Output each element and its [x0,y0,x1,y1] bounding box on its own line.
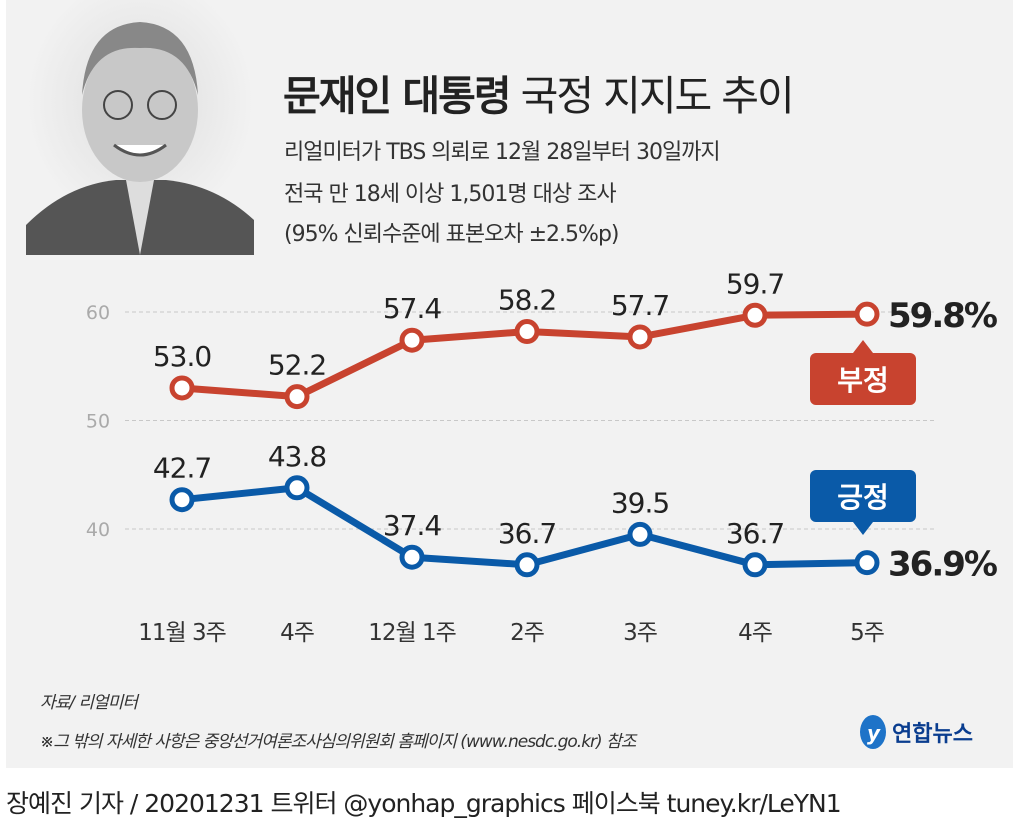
line-chart: 40 50 60 11월 3주 4주 12월 1주 2주 3주 4주 5주 53.0 52.2 57.4… [86,267,999,646]
chart-title: 문재인 대통령 국정 지지도 추이 [283,62,795,122]
x-tick-label: 12월 1주 [368,620,456,646]
legend-label: 부정 [837,364,889,397]
data-point [284,475,310,501]
data-point [169,487,195,513]
president-photo [26,0,254,255]
data-point [627,324,653,350]
data-label: 43.8 [268,440,326,473]
x-tick-label: 5주 [850,620,884,646]
data-label: 36.7 [726,517,784,550]
x-tick-label: 11월 3주 [138,620,226,646]
data-point [742,302,768,328]
credit-line: 장예진 기자 / 20201231 트위터 @yonhap_graphics 페… [6,789,842,818]
data-label: 52.2 [268,349,326,382]
x-tick-label: 4주 [738,620,772,646]
legend-label: 긍정 [837,481,889,514]
data-point [742,552,768,578]
data-label: 58.2 [498,284,556,317]
title-rest: 국정 지지도 추이 [509,72,795,120]
y-tick-label: 50 [86,411,110,433]
subtitle-1: 리얼미터가 TBS 의뢰로 12월 28일부터 30일까지 [284,140,721,165]
x-tick-label: 4주 [280,620,314,646]
data-point [854,550,880,576]
x-tick-label: 3주 [623,620,657,646]
note: ※그 밖의 자세한 사항은 중앙선거여론조사심의위원회 홈페이지 (www.ne… [40,732,636,752]
y-tick-label: 60 [86,302,110,324]
source: 자료/ 리얼미터 [40,693,138,713]
data-point [284,384,310,410]
subtitle-2: 전국 만 18세 이상 1,501명 대상 조사 [284,182,617,207]
legend-badge [810,353,916,405]
yonhap-logo-icon: y [860,715,886,749]
data-point [514,319,540,345]
data-label: 36.7 [498,517,556,550]
x-tick-label: 2주 [510,620,544,646]
data-label: 57.7 [611,289,669,322]
badge-pointer [853,522,873,535]
data-label: 59.7 [726,267,784,300]
svg-text:y: y [867,721,881,745]
data-point [399,544,425,570]
logo-text: 연합뉴스 [892,722,973,747]
data-point [627,521,653,547]
data-point [854,301,880,327]
data-point [169,375,195,401]
data-point [514,552,540,578]
data-label: 53.0 [153,340,211,373]
title-bold: 문재인 대통령 [283,72,512,120]
data-label: 39.5 [611,486,669,519]
y-tick-label: 40 [86,519,110,541]
data-label: 57.4 [383,292,442,325]
data-point [399,327,425,353]
yonhap-logo: y 연합뉴스 [858,714,973,750]
data-label: 42.7 [153,452,211,485]
subtitle-3: (95% 신뢰수준에 표본오차 ±2.5%p) [284,222,619,247]
last-value-label: 59.8% [888,296,997,336]
last-value-label: 36.9% [888,545,997,585]
badge-pointer [853,340,873,353]
data-label: 37.4 [383,509,442,542]
legend-badge [810,470,916,522]
